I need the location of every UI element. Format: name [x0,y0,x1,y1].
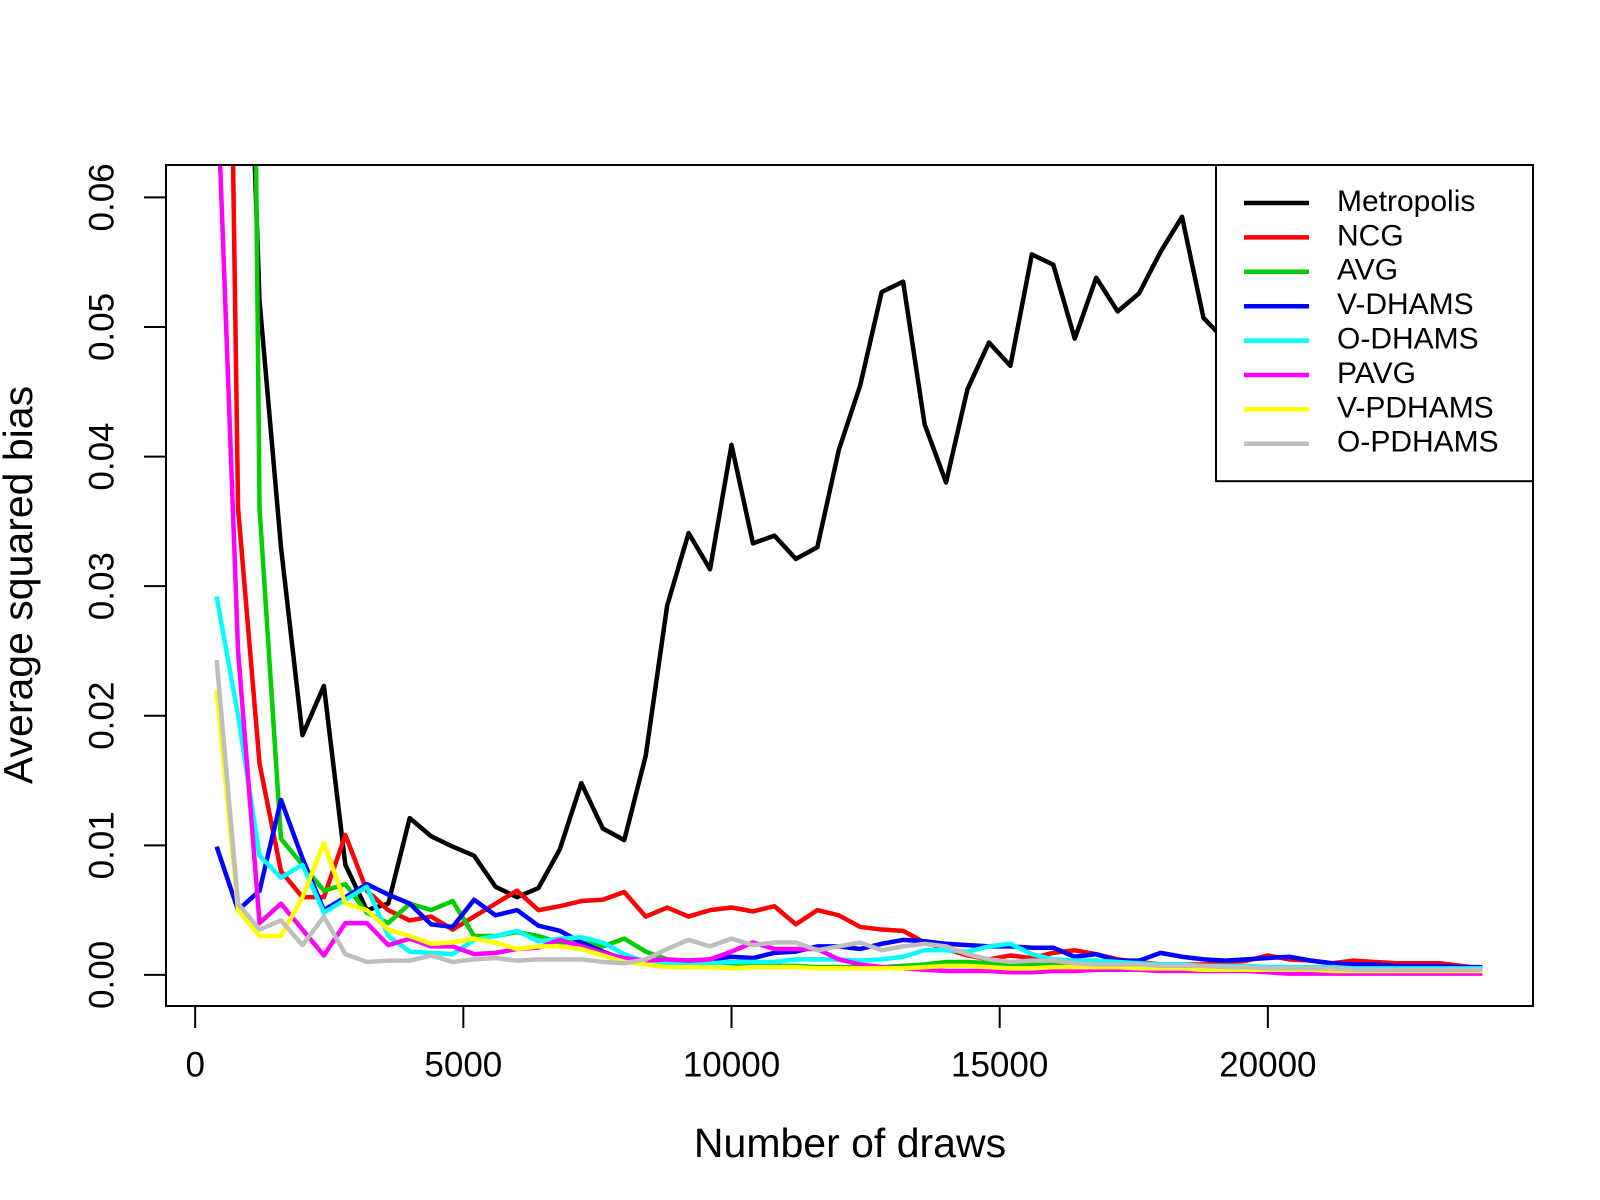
y-tick-label: 0.00 [82,941,121,1009]
y-tick-label: 0.04 [82,423,121,491]
legend-label: PAVG [1337,357,1416,390]
x-tick-label: 5000 [424,1045,502,1084]
x-axis-title: Number of draws [694,1120,1006,1166]
plot-area [214,165,1484,976]
x-tick-label: 20000 [1219,1045,1316,1084]
legend: MetropolisNCGAVGV-DHAMSO-DHAMSPAVGV-PDHA… [1215,164,1534,483]
x-tick-label: 15000 [951,1045,1048,1084]
legend-label: V-DHAMS [1337,288,1474,321]
x-tick-label: 10000 [683,1045,780,1084]
legend-label: O-PDHAMS [1337,426,1499,459]
y-tick-label: 0.05 [82,293,121,361]
y-tick-label: 0.06 [82,163,121,231]
legend-label: AVG [1337,254,1398,287]
legend-label: NCG [1337,219,1404,252]
series-line [214,659,1483,972]
series-line [214,797,1483,970]
legend-box [1215,164,1534,483]
y-axis-title: Average squared bias [0,386,41,784]
legend-label: Metropolis [1337,185,1475,218]
y-tick-label: 0.02 [82,682,121,750]
x-tick-label: 0 [185,1045,204,1084]
legend-label: O-DHAMS [1337,323,1479,356]
y-tick-label: 0.03 [82,552,121,620]
legend-label: V-PDHAMS [1337,391,1494,424]
y-tick-label: 0.01 [82,811,121,879]
series-line [217,165,1483,976]
